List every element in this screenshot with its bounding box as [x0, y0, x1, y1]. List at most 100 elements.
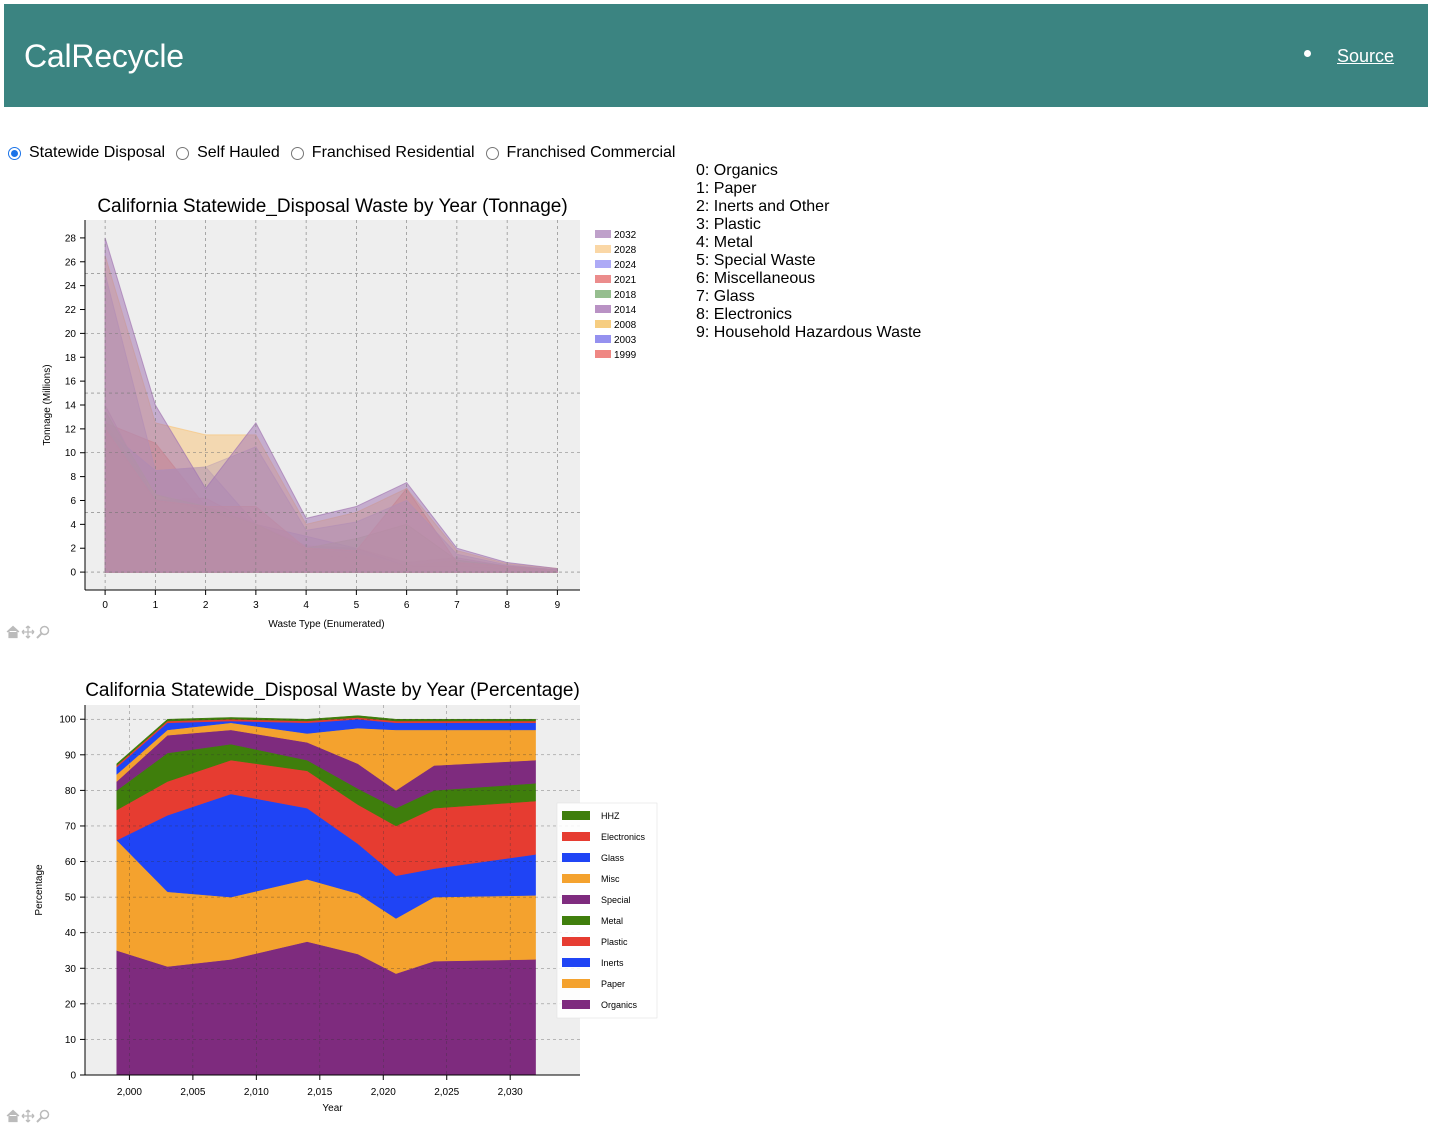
zoom-icon[interactable]: [36, 1109, 50, 1123]
pan-icon[interactable]: [21, 625, 35, 639]
radio-label: Statewide Disposal: [29, 144, 166, 161]
legend-label: Glass: [601, 853, 625, 863]
y-tick-label: 2: [70, 544, 76, 555]
y-tick-label: 4: [70, 520, 76, 531]
pan-icon[interactable]: [21, 1109, 35, 1123]
radio-button[interactable]: [8, 146, 21, 160]
legend-label: Inerts: [601, 958, 624, 968]
y-tick-label: 0: [70, 568, 76, 579]
y-tick-label: 100: [59, 715, 76, 726]
y-axis-label: Percentage: [34, 864, 45, 916]
x-tick-label: 3: [253, 600, 259, 611]
legend-label: Paper: [601, 979, 625, 989]
x-tick-label: 7: [454, 600, 460, 611]
percentage-chart-toolbar: [6, 1109, 50, 1123]
waste-key-item: 1: Paper: [696, 180, 757, 197]
waste-key-item: 8: Electronics: [696, 306, 793, 323]
legend-label: 2028: [614, 245, 637, 256]
legend-swatch-2021: [595, 275, 611, 283]
legend-swatch-Glass: [562, 853, 590, 862]
waste-key-item: 5: Special Waste: [696, 252, 816, 269]
radio-button[interactable]: [176, 146, 190, 160]
y-tick-label: 90: [65, 750, 77, 761]
y-tick-label: 14: [65, 401, 77, 412]
legend-swatch-HHZ: [562, 811, 590, 820]
legend-swatch-2024: [595, 260, 611, 268]
legend-swatch-Inerts: [562, 958, 590, 967]
y-tick-label: 40: [65, 928, 77, 939]
radio-option-3[interactable]: Franchised Commercial: [485, 144, 676, 162]
x-tick-label: 2,025: [434, 1087, 459, 1098]
legend-swatch-Paper: [562, 979, 590, 988]
stack-series-HHZ: [116, 715, 536, 767]
radio-option-2[interactable]: Franchised Residential: [290, 144, 475, 162]
legend-label: 2008: [614, 320, 637, 331]
waste-key-item: 7: Glass: [696, 288, 755, 305]
radio-button[interactable]: [290, 146, 304, 160]
y-tick-label: 0: [70, 1071, 76, 1082]
legend-label: Electronics: [601, 832, 646, 842]
y-tick-label: 18: [65, 353, 77, 364]
waste-type-key: 0: Organics 1: Paper 2: Inerts and Other 3:…: [696, 162, 921, 342]
x-tick-label: 2,005: [180, 1087, 205, 1098]
y-tick-label: 6: [70, 496, 76, 507]
y-tick-label: 60: [65, 857, 77, 868]
radio-label: Self Hauled: [197, 144, 280, 161]
legend-swatch-2018: [595, 290, 611, 298]
legend-swatch-1999: [595, 350, 611, 358]
legend-swatch-2014: [595, 305, 611, 313]
x-tick-label: 2,020: [371, 1087, 396, 1098]
home-icon[interactable]: [6, 625, 20, 639]
legend-swatch-Special: [562, 895, 590, 904]
radio-option-0[interactable]: Statewide Disposal: [8, 144, 165, 162]
legend-swatch-2028: [595, 245, 611, 253]
x-tick-label: 2,000: [117, 1087, 142, 1098]
legend-label: Special: [601, 895, 631, 905]
radio-button[interactable]: [485, 146, 499, 160]
y-tick-label: 50: [65, 893, 77, 904]
nav-bullet: [1304, 50, 1311, 57]
y-tick-label: 16: [65, 377, 77, 388]
x-tick-label: 9: [555, 600, 561, 611]
y-tick-label: 12: [65, 424, 77, 435]
legend-swatch-2008: [595, 320, 611, 328]
brand-title: CalRecycle: [24, 38, 184, 74]
legend-label: HHZ: [601, 811, 620, 821]
y-tick-label: 10: [65, 1035, 77, 1046]
source-link[interactable]: Source: [1337, 46, 1395, 66]
legend-label: Plastic: [601, 937, 628, 947]
zoom-icon[interactable]: [36, 625, 50, 639]
x-tick-label: 2,030: [498, 1087, 523, 1098]
chart-title: California Statewide_Disposal Waste by Y…: [85, 680, 580, 701]
home-icon[interactable]: [6, 1109, 20, 1123]
legend-swatch-Misc: [562, 874, 590, 883]
radio-label: Franchised Commercial: [506, 144, 676, 161]
legend-label: Organics: [601, 1000, 638, 1010]
x-tick-label: 4: [303, 600, 309, 611]
legend-label: 2024: [614, 260, 637, 271]
waste-key-item: 4: Metal: [696, 234, 753, 251]
waste-key-item: 3: Plastic: [696, 216, 761, 233]
app-header: CalRecycle Source: [4, 4, 1428, 107]
x-tick-label: 2: [203, 600, 209, 611]
x-axis-label: Year: [322, 1103, 343, 1114]
y-tick-label: 20: [65, 329, 77, 340]
legend-label: 2014: [614, 305, 637, 316]
legend-label: Misc: [601, 874, 620, 884]
waste-key-item: 2: Inerts and Other: [696, 198, 830, 215]
x-axis-label: Waste Type (Enumerated): [268, 619, 384, 630]
y-tick-label: 20: [65, 999, 77, 1010]
x-tick-label: 1: [153, 600, 159, 611]
y-tick-label: 80: [65, 786, 77, 797]
radio-label: Franchised Residential: [311, 144, 475, 161]
dataset-radio-group: Statewide Disposal Self Hauled Franchised …: [8, 144, 686, 162]
x-tick-label: 8: [504, 600, 510, 611]
legend-swatch-Plastic: [562, 937, 590, 946]
chart-title: California Statewide_Disposal Waste by Y…: [97, 196, 567, 217]
y-tick-label: 8: [70, 472, 76, 483]
radio-option-1[interactable]: Self Hauled: [176, 144, 280, 162]
legend-label: 1999: [614, 350, 637, 361]
y-tick-label: 10: [65, 448, 77, 459]
legend-swatch-Organics: [562, 1000, 590, 1009]
